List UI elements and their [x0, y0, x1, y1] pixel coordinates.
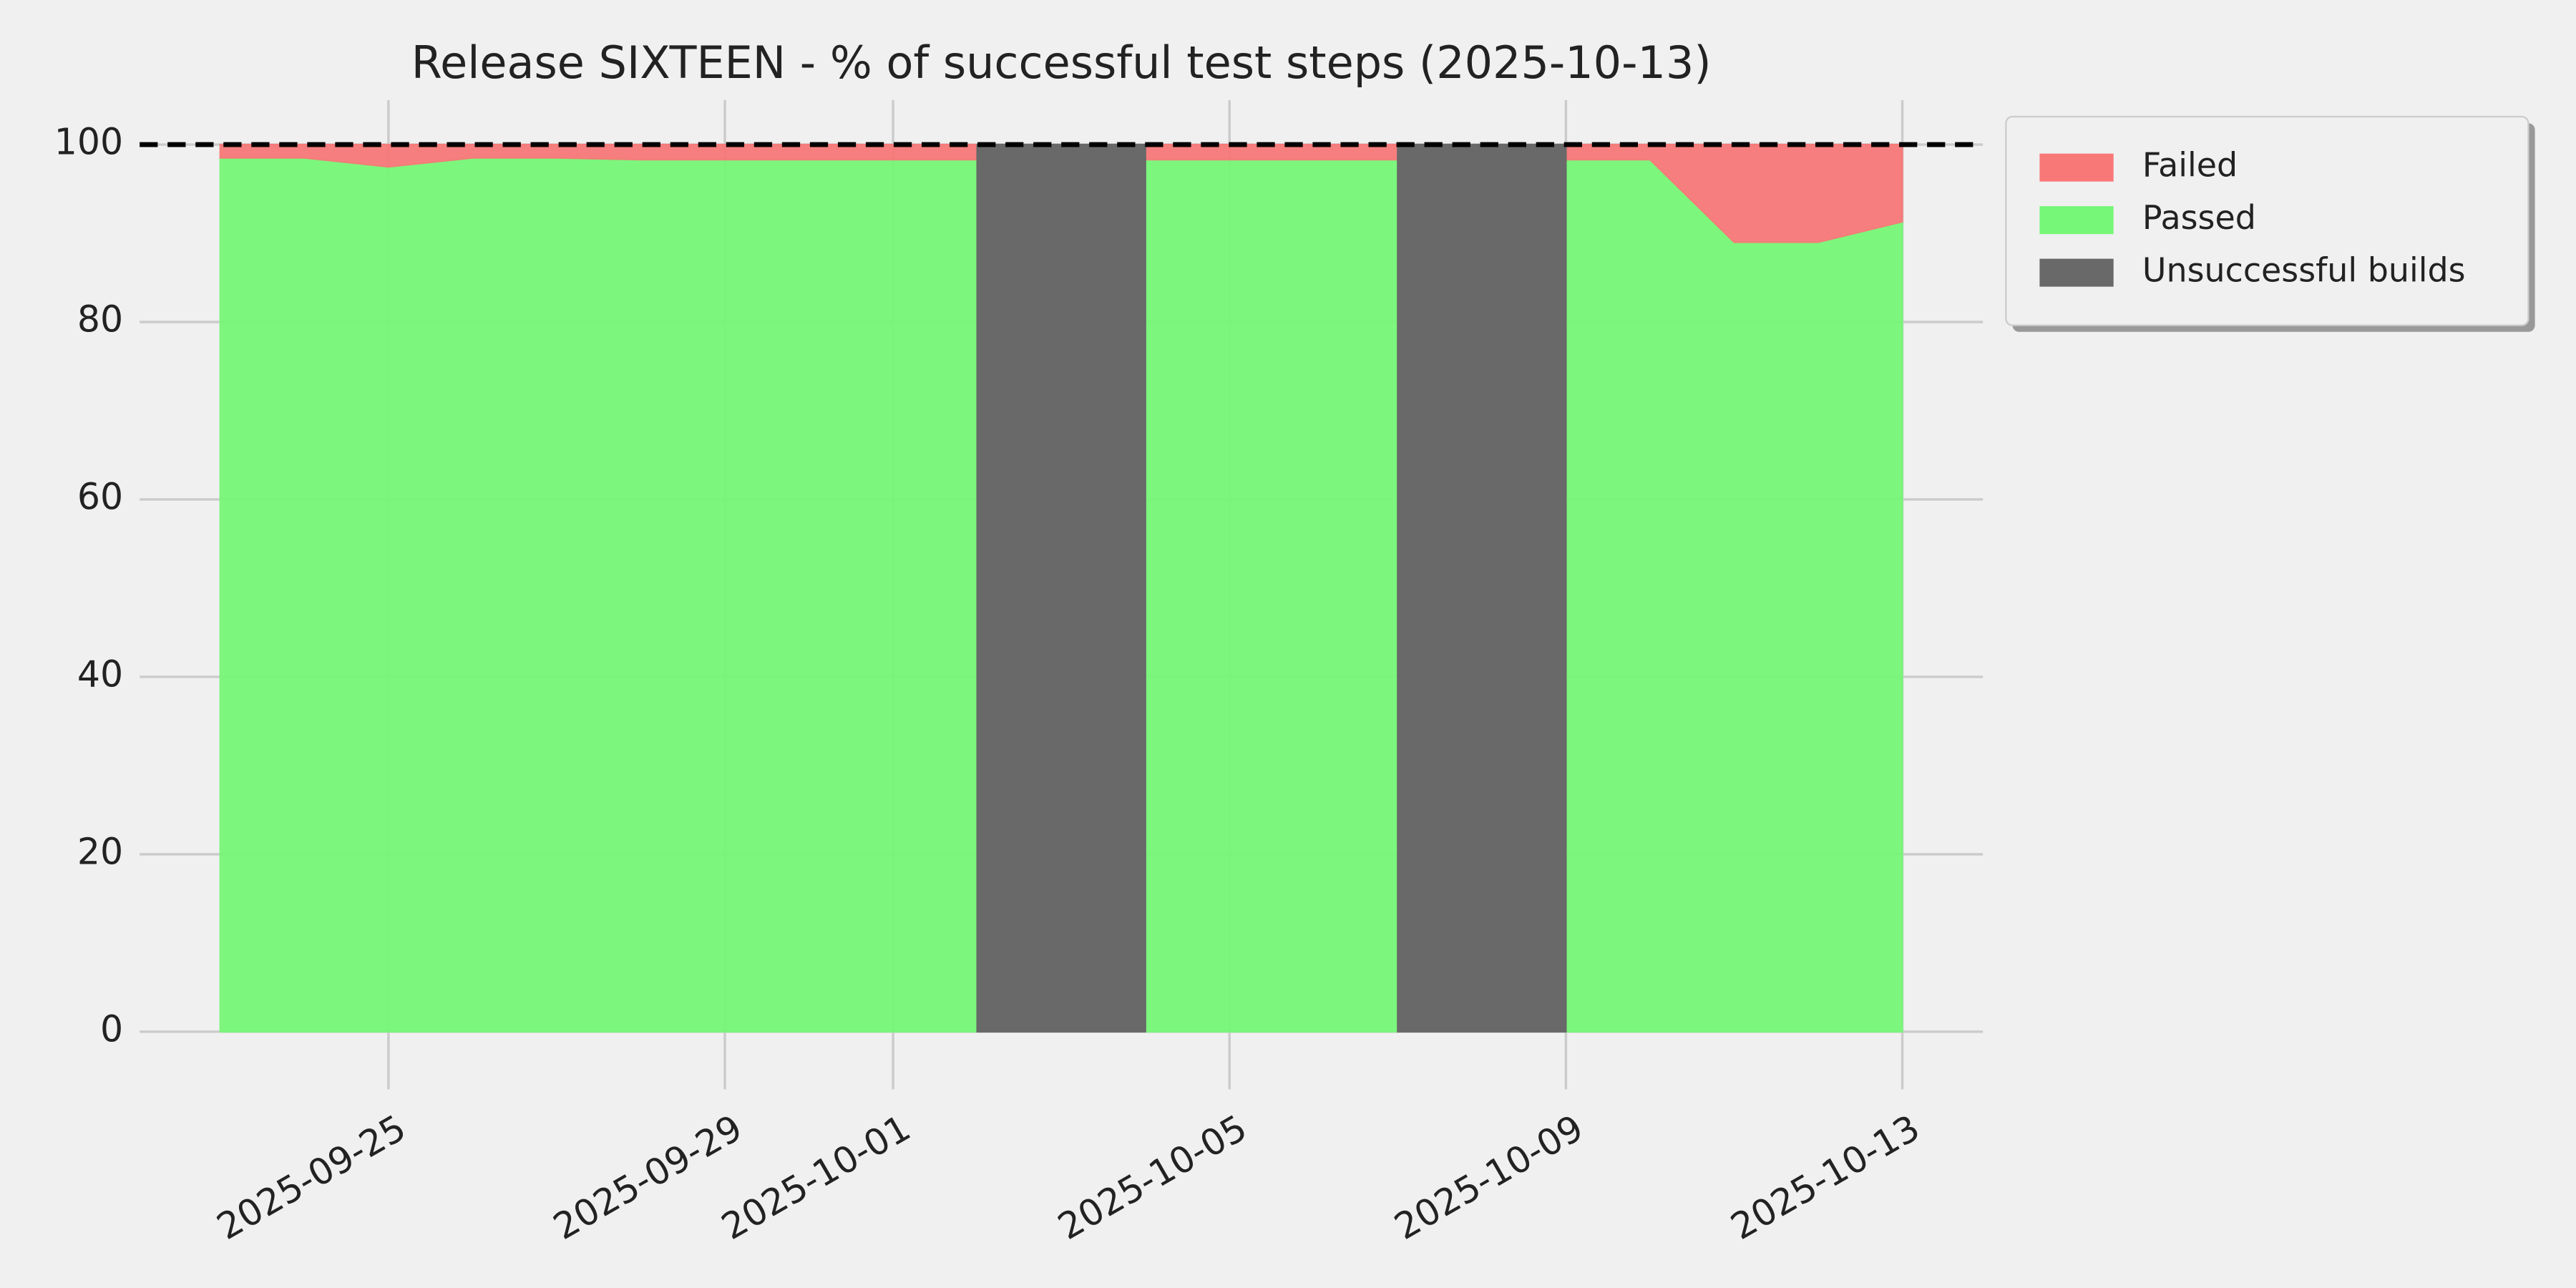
area: [976, 143, 1146, 1033]
legend-label: Failed: [2142, 146, 2238, 185]
legend-label: Passed: [2142, 198, 2256, 237]
areas: [219, 143, 1903, 1033]
legend-swatch: [2039, 153, 2114, 182]
chart-title: Release SIXTEEN - % of successful test s…: [411, 36, 1712, 89]
legend-swatch: [2039, 206, 2114, 235]
legend-box: [2005, 115, 2529, 326]
y-tick-label: 40: [77, 653, 123, 695]
legend-swatch: [2039, 258, 2114, 287]
area: [1397, 143, 1567, 1033]
y-tick-label: 100: [54, 121, 123, 163]
legend-label: Unsuccessful builds: [2142, 251, 2466, 290]
y-tick-label: 60: [77, 475, 123, 517]
y-tick-label: 0: [100, 1008, 123, 1050]
area: [219, 157, 978, 1033]
legend: Failed Passed Unsuccessful builds: [2005, 115, 2535, 332]
y-tick-label: 20: [77, 830, 123, 872]
y-tick-label: 80: [77, 298, 123, 341]
area: [1565, 158, 1903, 1033]
area: [1144, 158, 1399, 1033]
